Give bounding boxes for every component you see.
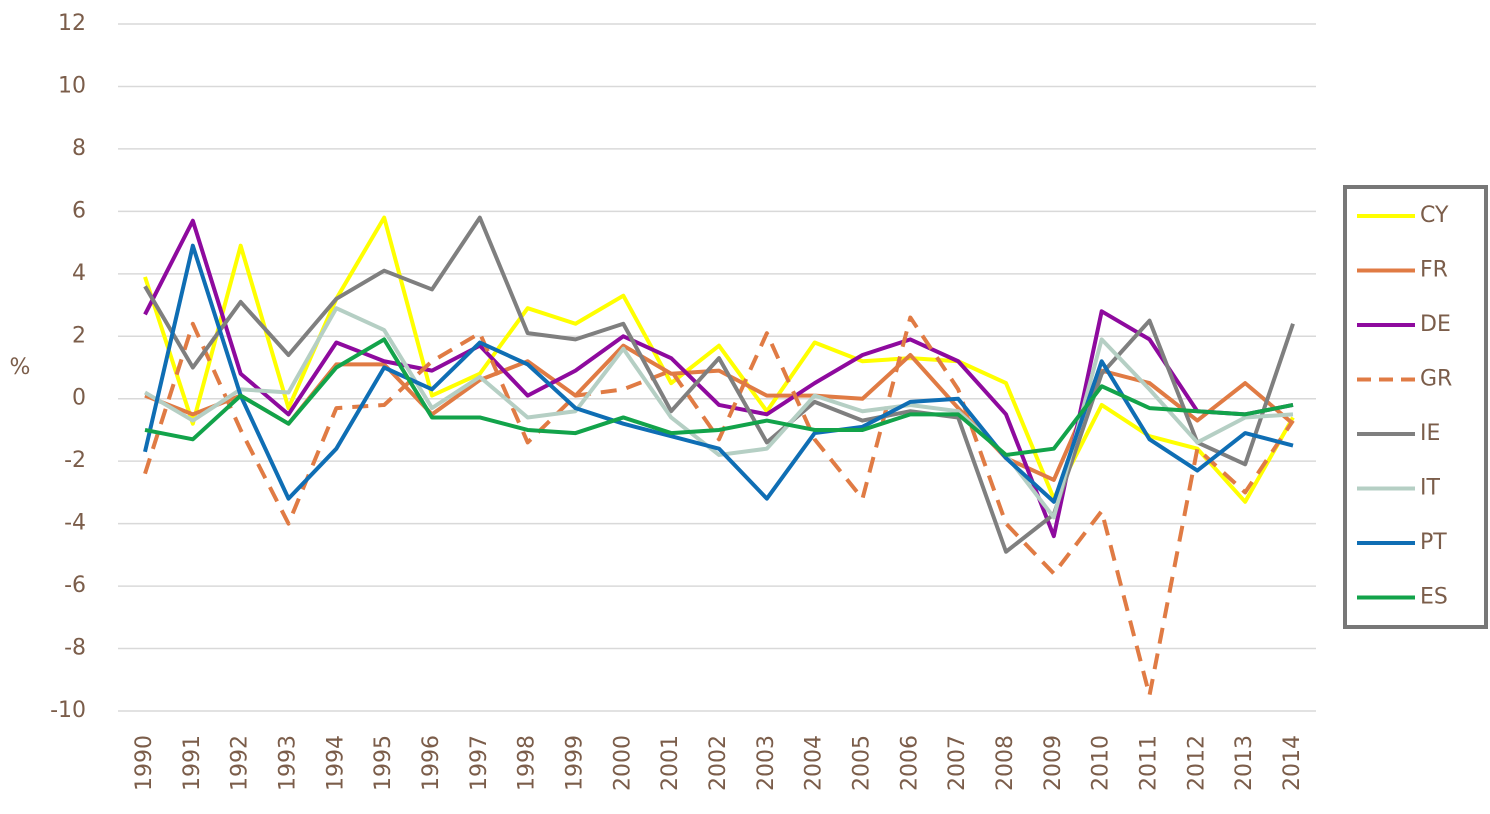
x-tick-label: 2004 xyxy=(802,735,827,791)
y-tick-label: 12 xyxy=(58,11,86,36)
series-line xyxy=(143,215,1295,554)
legend-label: CY xyxy=(1420,203,1449,228)
legend-label: PT xyxy=(1420,530,1447,555)
x-tick-label: 1992 xyxy=(228,735,253,791)
x-tick-label: 1990 xyxy=(132,735,157,791)
series-line xyxy=(144,343,1295,482)
legend-label: IE xyxy=(1420,421,1440,446)
x-tick-label: 1995 xyxy=(371,735,396,791)
x-tick-label: 2011 xyxy=(1137,735,1162,791)
y-tick-label: -10 xyxy=(50,698,86,723)
y-tick-label: 6 xyxy=(72,198,86,223)
x-tick-label: 2006 xyxy=(897,735,922,791)
y-tick-label: -8 xyxy=(64,636,86,661)
series-line xyxy=(143,218,1294,539)
x-tick-label: 2002 xyxy=(706,735,731,791)
x-tick-label: 1991 xyxy=(180,735,205,791)
x-tick-label: 1997 xyxy=(467,735,492,791)
y-axis-label: % xyxy=(10,355,31,380)
y-tick-label: -2 xyxy=(64,448,86,473)
series-line xyxy=(143,243,1294,504)
legend-label: ES xyxy=(1420,585,1448,610)
series-line xyxy=(144,337,1294,457)
x-tick-label: 2012 xyxy=(1184,735,1209,791)
series-line xyxy=(143,306,1294,520)
x-tick-label: 2007 xyxy=(945,735,970,791)
x-tick-label: 1993 xyxy=(276,735,301,791)
x-tick-label: 1996 xyxy=(419,735,444,791)
y-tick-label: -6 xyxy=(64,573,86,598)
legend-label: IT xyxy=(1420,476,1440,501)
x-tick-label: 2014 xyxy=(1280,735,1305,791)
x-tick-label: 2009 xyxy=(1041,735,1066,791)
x-tick-label: 2005 xyxy=(850,735,875,791)
legend-label: GR xyxy=(1420,367,1452,392)
x-tick-label: 1999 xyxy=(563,735,588,791)
y-tick-label: 10 xyxy=(58,73,86,98)
x-tick-label: 2000 xyxy=(610,735,635,791)
legend-box xyxy=(1343,185,1488,629)
x-tick-label: 1998 xyxy=(515,735,540,791)
x-tick-label: 2003 xyxy=(754,735,779,791)
x-tick-label: 2008 xyxy=(993,735,1018,791)
y-tick-label: 2 xyxy=(72,323,86,348)
x-tick-label: 1994 xyxy=(323,735,348,791)
y-tick-label: 8 xyxy=(72,136,86,161)
x-tick-label: 2001 xyxy=(658,735,683,791)
y-tick-label: 0 xyxy=(72,386,86,411)
x-tick-label: 2010 xyxy=(1089,735,1114,791)
legend-label: DE xyxy=(1420,312,1451,337)
series-line xyxy=(143,315,1295,698)
x-tick-label: 2013 xyxy=(1232,735,1257,791)
y-tick-label: -4 xyxy=(64,511,86,536)
legend-label: FR xyxy=(1420,258,1448,283)
y-tick-label: 4 xyxy=(72,261,86,286)
